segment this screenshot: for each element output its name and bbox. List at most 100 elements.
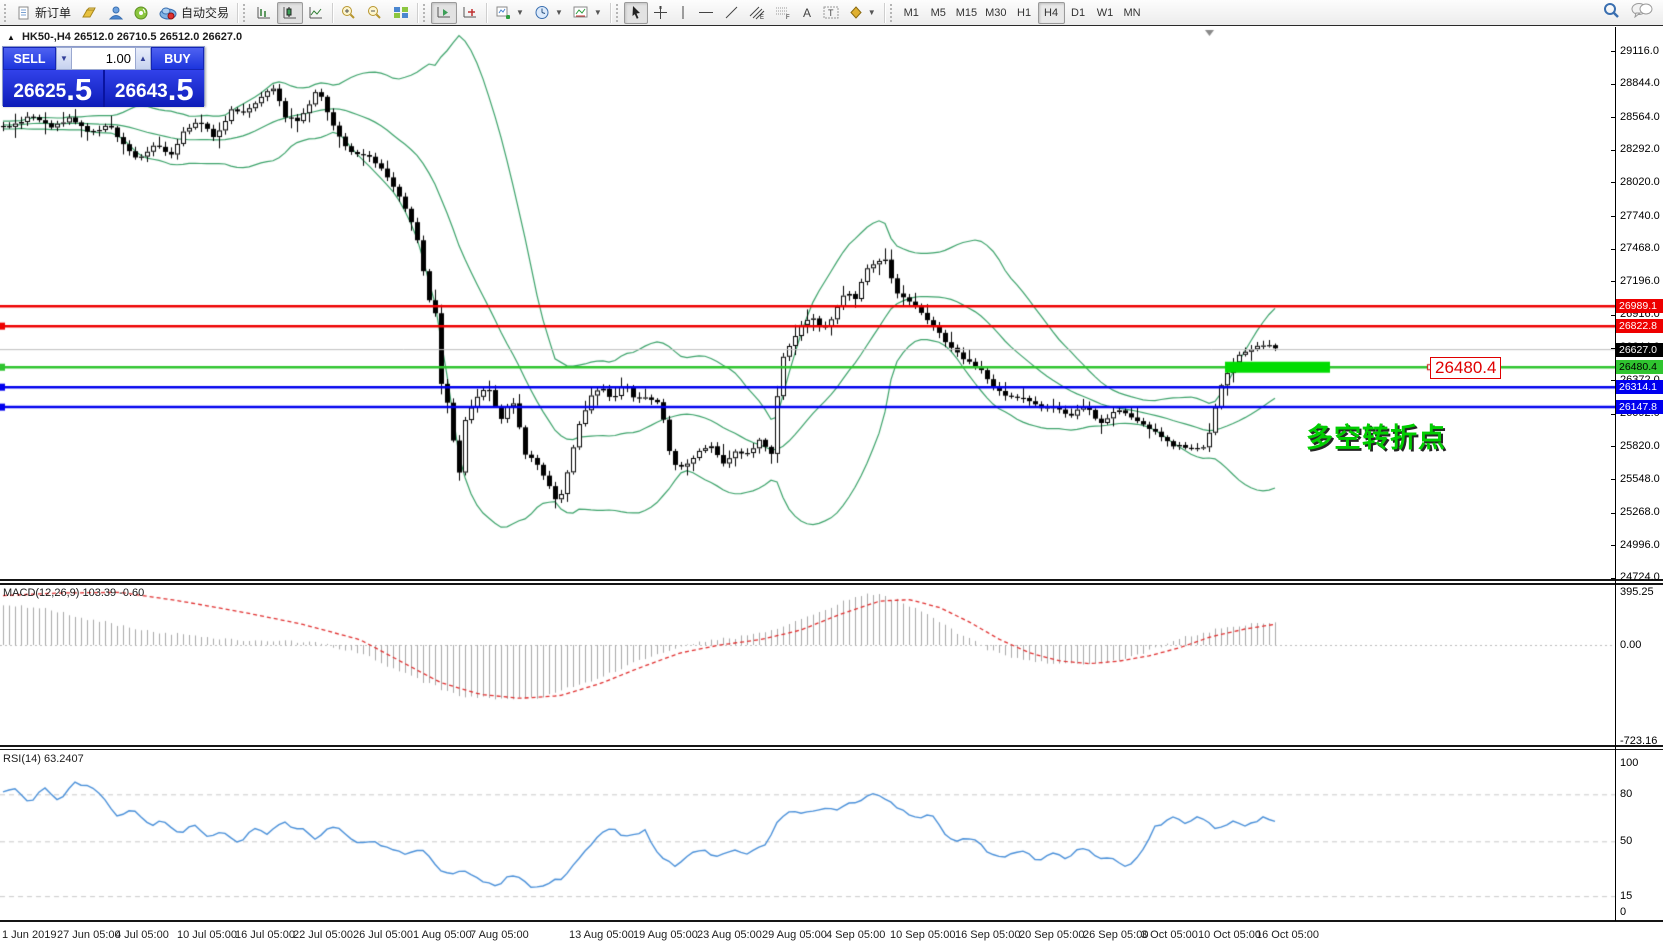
period-button[interactable]: ▼ bbox=[529, 2, 568, 24]
axis-tick-label: 25548.0 bbox=[1620, 472, 1660, 485]
text-icon: A bbox=[801, 5, 813, 20]
text-button[interactable]: A bbox=[796, 2, 818, 24]
time-axis-label: 1 Jun 2019 bbox=[2, 929, 57, 941]
axis-tick-label: 25268.0 bbox=[1620, 506, 1660, 519]
bar-chart-icon bbox=[256, 5, 272, 20]
arrows-caret-icon: ▼ bbox=[867, 8, 876, 17]
chart-shift-icon bbox=[462, 5, 478, 20]
timeframe-button-mn[interactable]: MN bbox=[1123, 6, 1141, 19]
trendline-button[interactable] bbox=[719, 2, 744, 24]
price-tag: 26989.1 bbox=[1616, 299, 1663, 314]
macd-canvas[interactable] bbox=[0, 585, 1615, 745]
sell-button[interactable]: SELL bbox=[3, 47, 56, 70]
axis-tick-label: 25820.0 bbox=[1620, 439, 1660, 452]
favorites-button[interactable] bbox=[76, 2, 102, 24]
timeframe-button-w1[interactable]: W1 bbox=[1096, 6, 1114, 19]
vertical-line-icon bbox=[678, 5, 688, 20]
pane-divider-main-macd[interactable] bbox=[0, 579, 1663, 585]
pane-divider-macd-rsi[interactable] bbox=[0, 745, 1663, 750]
axis-tick-label: 100 bbox=[1620, 756, 1639, 769]
rsi-canvas[interactable] bbox=[0, 751, 1615, 920]
signals-icon bbox=[133, 6, 149, 20]
macd-label: MACD(12,26,9) 103.39 -0.60 bbox=[3, 587, 145, 599]
tile-windows-button[interactable] bbox=[388, 2, 414, 24]
timeframe-button-m15[interactable]: M15 bbox=[955, 6, 978, 19]
zoom-out-button[interactable] bbox=[362, 2, 388, 24]
arrows-button[interactable]: ▼ bbox=[844, 2, 881, 24]
sell-quote[interactable]: 26625 .5 bbox=[3, 70, 103, 107]
signals-button[interactable] bbox=[128, 2, 154, 24]
period-caret-icon: ▼ bbox=[554, 8, 563, 17]
axis-tick bbox=[1611, 479, 1615, 481]
time-axis-label: 3 Oct 05:00 bbox=[1141, 929, 1198, 941]
vertical-line-button[interactable] bbox=[673, 2, 693, 24]
zoom-in-button[interactable] bbox=[336, 2, 362, 24]
candlestick-icon bbox=[282, 5, 298, 20]
volume-increase-button[interactable]: ▲ bbox=[135, 47, 151, 70]
bar-chart-button[interactable] bbox=[251, 2, 277, 24]
chart-annotation-text: 多空转折点 bbox=[1306, 423, 1446, 453]
search-icon[interactable] bbox=[1603, 2, 1621, 24]
autoscroll-button[interactable] bbox=[431, 1, 458, 24]
timeframe-button-h4[interactable]: H4 bbox=[1037, 1, 1065, 24]
volume-input[interactable] bbox=[72, 47, 135, 70]
axis-tick bbox=[1611, 117, 1615, 119]
autotrading-label: 自动交易 bbox=[181, 6, 230, 20]
axis-tick-label: 50 bbox=[1620, 834, 1633, 847]
timeframe-button-m30[interactable]: M30 bbox=[985, 6, 1007, 19]
navigator-icon bbox=[107, 6, 124, 20]
time-axis-label: 20 Sep 05:00 bbox=[1019, 929, 1085, 941]
crosshair-button[interactable] bbox=[648, 2, 673, 24]
autotrading-button[interactable]: 自动交易 bbox=[154, 2, 234, 24]
axis-tick bbox=[1611, 446, 1615, 448]
axis-tick-label: 28020.0 bbox=[1620, 175, 1660, 188]
equidistant-channel-button[interactable]: E bbox=[744, 2, 770, 24]
time-axis-label: 29 Aug 05:00 bbox=[762, 929, 827, 941]
candlestick-button[interactable] bbox=[277, 1, 304, 24]
chat-icon[interactable] bbox=[1631, 2, 1653, 23]
cursor-button[interactable] bbox=[623, 1, 648, 24]
timeframe-button-m1[interactable]: M1 bbox=[903, 6, 919, 19]
toolbar-grip[interactable] bbox=[4, 3, 9, 22]
chart-shift-button[interactable] bbox=[457, 2, 483, 24]
fibonacci-button[interactable]: F bbox=[770, 2, 796, 24]
template-button[interactable]: ▼ bbox=[568, 2, 607, 24]
timeframe-bar: M1 M5 M15 M30 H1 H4 D1 W1 MN bbox=[898, 1, 1146, 24]
timeframe-button-h1[interactable]: H1 bbox=[1017, 6, 1032, 19]
time-axis-label: 4 Jul 05:00 bbox=[115, 929, 169, 941]
buy-button[interactable]: BUY bbox=[151, 47, 204, 70]
line-chart-icon bbox=[308, 5, 324, 20]
timeframe-button-d1[interactable]: D1 bbox=[1071, 6, 1086, 19]
axis-tick bbox=[1611, 51, 1615, 52]
text-label-button[interactable]: T bbox=[818, 2, 844, 24]
navigator-button[interactable] bbox=[102, 2, 128, 24]
svg-text:F: F bbox=[786, 15, 790, 20]
axis-tick-label: 29116.0 bbox=[1620, 44, 1659, 57]
axis-tick-label: -723.16 bbox=[1620, 734, 1658, 747]
cursor-icon bbox=[629, 5, 643, 20]
horizontal-line-icon bbox=[698, 5, 714, 20]
new-order-button[interactable]: 新订单 bbox=[12, 2, 76, 24]
axis-tick bbox=[1611, 413, 1615, 415]
main-chart-canvas[interactable] bbox=[0, 27, 1615, 579]
axis-tick-label: 28844.0 bbox=[1620, 77, 1660, 90]
template-icon bbox=[573, 5, 589, 20]
axis-tick bbox=[1611, 512, 1615, 514]
new-chart-icon bbox=[495, 5, 511, 20]
new-chart-button[interactable]: ▼ bbox=[490, 2, 529, 24]
hline-price-label[interactable]: 26480.4 bbox=[1430, 357, 1502, 379]
volume-decrease-button[interactable]: ▼ bbox=[56, 47, 72, 70]
template-caret-icon: ▼ bbox=[593, 8, 602, 17]
zoom-out-icon bbox=[367, 5, 383, 20]
buy-quote[interactable]: 26643 .5 bbox=[104, 70, 204, 107]
line-chart-button[interactable] bbox=[303, 2, 329, 24]
time-axis-label: 13 Aug 05:00 bbox=[569, 929, 634, 941]
price-tag: 26314.1 bbox=[1616, 380, 1663, 395]
horizontal-line-button[interactable] bbox=[693, 2, 719, 24]
time-axis-label: 23 Aug 05:00 bbox=[697, 929, 762, 941]
svg-text:A: A bbox=[803, 6, 811, 20]
time-axis-label: 4 Sep 05:00 bbox=[826, 929, 886, 941]
time-axis-label: 22 Jul 05:00 bbox=[293, 929, 353, 941]
axis-tick-label: 0 bbox=[1620, 905, 1627, 918]
timeframe-button-m5[interactable]: M5 bbox=[930, 6, 946, 19]
